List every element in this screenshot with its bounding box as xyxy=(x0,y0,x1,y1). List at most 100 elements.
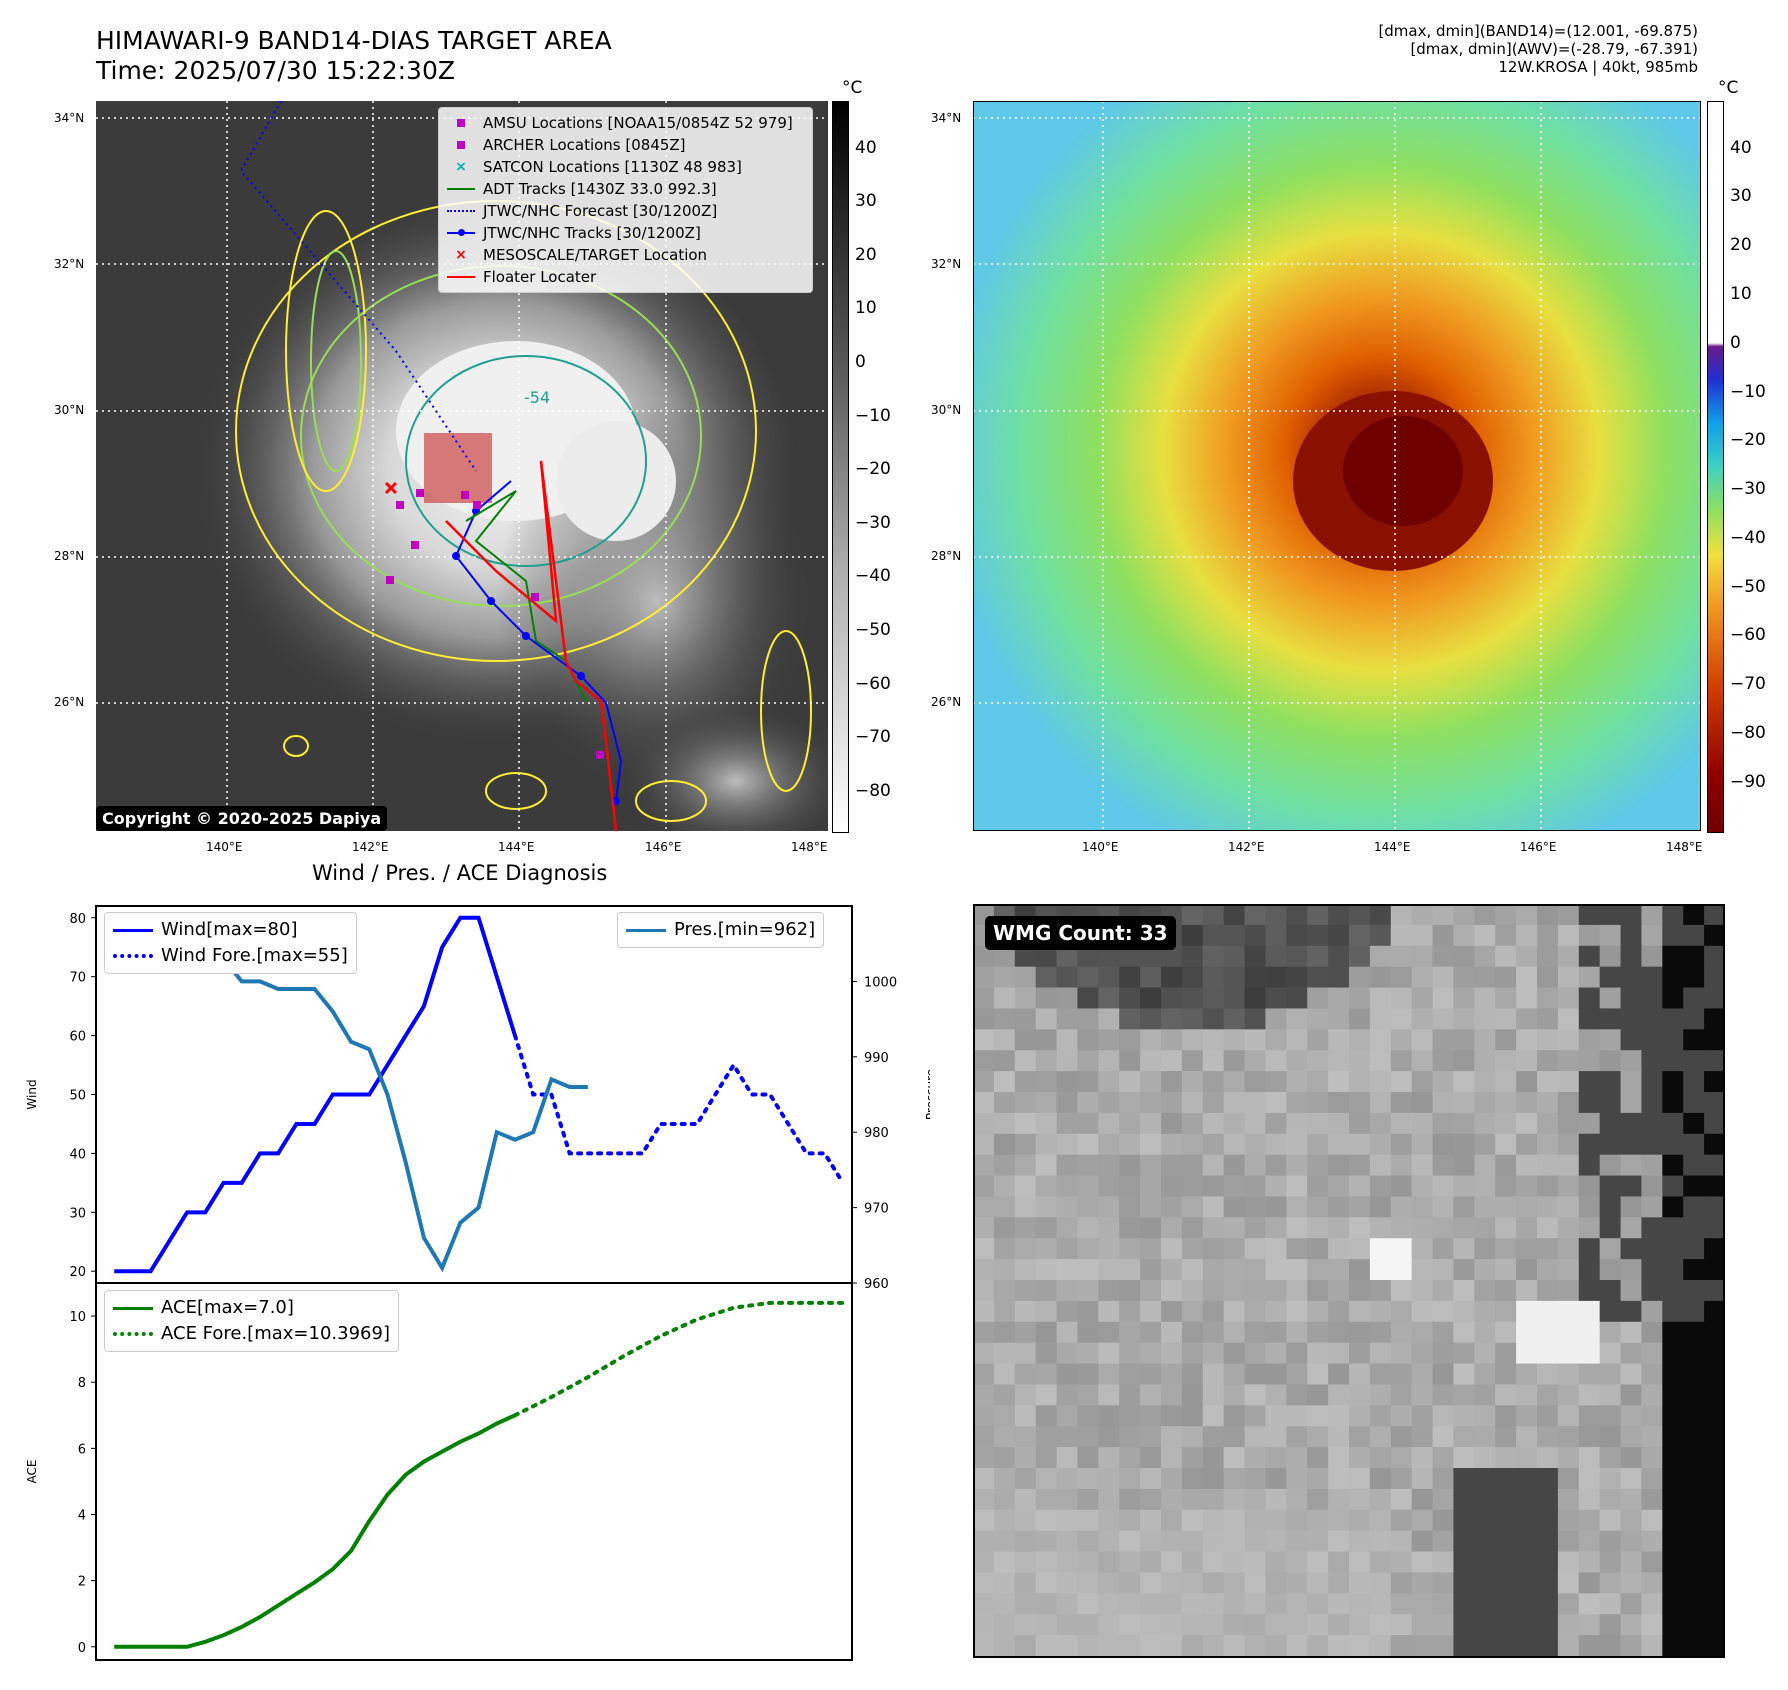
colorbar-tick: 30 xyxy=(855,191,877,212)
wind-ytick-label: 40 xyxy=(69,1147,86,1162)
legend-item-wind-fore: Wind Fore.[max=55] xyxy=(113,943,348,969)
lat-tick: 34°N xyxy=(54,111,85,125)
wind-ytick-label: 70 xyxy=(69,971,86,986)
legend-item-tracks: JTWC/NHC Tracks [30/1200Z] xyxy=(447,222,804,244)
colorbar-tick: 20 xyxy=(1730,235,1752,256)
colorbar-tick: −80 xyxy=(855,780,891,801)
colorbar-tick: 10 xyxy=(855,298,877,319)
wmg-count-badge: WMG Count: 33 xyxy=(985,916,1176,950)
lat-tick: 32°N xyxy=(54,257,85,271)
colorbar-tick: 0 xyxy=(1730,332,1741,353)
ace-ytick-label: 8 xyxy=(78,1376,86,1391)
lat-tick: 30°N xyxy=(931,403,962,417)
colorbar-tick: −50 xyxy=(1730,576,1766,597)
lon-tick: 146°E xyxy=(645,840,682,854)
storm-info: [dmax, dmin](BAND14)=(12.001, -69.875) [… xyxy=(1378,22,1698,76)
colorbar-tick: −90 xyxy=(1730,771,1766,792)
ace-axis-label: ACE xyxy=(25,1460,39,1484)
legend-item-archer: ARCHER Locations [0845Z] xyxy=(447,134,804,156)
colorbar-tick: −30 xyxy=(1730,479,1766,500)
title-line-1: HIMAWARI-9 BAND14-DIAS TARGET AREA xyxy=(96,26,612,55)
colorbar-tick: −60 xyxy=(1730,625,1766,646)
legend-swatch-line-icon xyxy=(447,182,475,196)
colorbar-tick: 40 xyxy=(1730,137,1752,158)
legend-swatch-x-icon: × xyxy=(455,247,467,263)
colorbar-tick: 30 xyxy=(1730,186,1752,207)
lat-tick: 34°N xyxy=(931,111,962,125)
copyright-badge: Copyright © 2020-2025 Dapiya xyxy=(96,806,388,831)
ace-legend: ACE[max=7.0] ACE Fore.[max=10.3969] xyxy=(104,1290,399,1352)
legend-item-floater: Floater Locater xyxy=(447,266,804,288)
colorbar-tick: 0 xyxy=(855,352,866,373)
wind-ytick-label: 80 xyxy=(69,912,86,927)
legend-item-satcon: × SATCON Locations [1130Z 48 983] xyxy=(447,156,804,178)
pres-ytick-label: 970 xyxy=(864,1202,889,1217)
lat-tick: 28°N xyxy=(54,549,85,563)
legend-swatch-square-icon xyxy=(447,138,475,152)
pres-ytick-label: 960 xyxy=(864,1277,889,1292)
wind-forecast-series-line xyxy=(512,1033,845,1185)
ace-ytick-label: 6 xyxy=(78,1442,86,1457)
lon-tick: 144°E xyxy=(498,840,535,854)
wind-legend: Wind[max=80] Wind Fore.[max=55] xyxy=(104,912,357,974)
colorbar-tick: −20 xyxy=(855,459,891,480)
colorbar-tick: −60 xyxy=(855,673,891,694)
contour-label: -54 xyxy=(524,388,550,407)
colorbar-tick: −40 xyxy=(1730,527,1766,548)
wind-axis-label: Wind xyxy=(25,1079,39,1109)
diagnosis-chart: 20 30 40 50 60 70 80 960 970 980 990 1000 0 2 4 6 8 10 Win… xyxy=(25,905,930,1661)
legend-line-icon xyxy=(113,928,153,932)
legend-item-ace-fore: ACE Fore.[max=10.3969] xyxy=(113,1321,390,1347)
colorbar-left-ticks: 40 30 20 10 0 −10 −20 −30 −40 −50 −60 −70 −80 xyxy=(855,101,895,831)
lon-tick: 142°E xyxy=(1228,840,1265,854)
info-line-1: [dmax, dmin](BAND14)=(12.001, -69.875) xyxy=(1378,22,1698,40)
colorbar-tick: −70 xyxy=(1730,674,1766,695)
wind-ytick-label: 20 xyxy=(69,1265,86,1280)
wind-ytick-label: 60 xyxy=(69,1030,86,1045)
legend-swatch-dotline-icon xyxy=(447,226,475,240)
legend-item-pres: Pres.[min=962] xyxy=(626,917,815,943)
pres-ytick-label: 990 xyxy=(864,1051,889,1066)
colorbar-tick: −30 xyxy=(855,512,891,533)
wind-ytick-label: 30 xyxy=(69,1206,86,1221)
colorbar-tick: −20 xyxy=(1730,430,1766,451)
ace-ytick-label: 2 xyxy=(78,1575,86,1590)
lat-tick: 26°N xyxy=(54,695,85,709)
legend-item-ace: ACE[max=7.0] xyxy=(113,1295,390,1321)
colorbar-tick: −10 xyxy=(1730,381,1766,402)
wmg-panel xyxy=(973,904,1725,1658)
colorbar-tick: −70 xyxy=(855,727,891,748)
colorbar-tick: 20 xyxy=(855,244,877,265)
lon-tick: 148°E xyxy=(791,840,828,854)
pressure-axis-label: Pressure xyxy=(924,1069,930,1120)
ace-forecast-series-line xyxy=(512,1300,845,1418)
pres-ytick-label: 980 xyxy=(864,1126,889,1141)
colorbar-unit: °C xyxy=(1718,78,1739,98)
pres-ytick-label: 1000 xyxy=(864,975,897,990)
legend-dotted-icon xyxy=(113,954,153,958)
legend-item-target: × MESOSCALE/TARGET Location xyxy=(447,244,804,266)
legend-line-icon xyxy=(113,1306,153,1310)
colorbar-tick: −40 xyxy=(855,566,891,587)
awv-map-right xyxy=(973,101,1701,831)
legend-swatch-square-icon xyxy=(447,116,475,130)
lat-tick: 32°N xyxy=(931,257,962,271)
lon-tick: 140°E xyxy=(206,840,243,854)
legend-swatch-dotted-icon xyxy=(447,204,475,218)
info-line-3: 12W.KROSA | 40kt, 985mb xyxy=(1498,58,1698,76)
colorbar-tick: 10 xyxy=(1730,284,1752,304)
ace-ytick-label: 0 xyxy=(78,1641,86,1656)
figure-title: HIMAWARI-9 BAND14-DIAS TARGET AREA Time:… xyxy=(96,26,612,86)
legend-item-forecast: JTWC/NHC Forecast [30/1200Z] xyxy=(447,200,804,222)
lat-tick: 28°N xyxy=(931,549,962,563)
colorbar-tick: −10 xyxy=(855,405,891,426)
ace-ytick-label: 10 xyxy=(69,1310,86,1325)
legend-item-amsu: AMSU Locations [NOAA15/0854Z 52 979] xyxy=(447,112,804,134)
colorbar-right-ticks: 40 30 20 10 0 −10 −20 −30 −40 −50 −60 −70 −80 −90 xyxy=(1730,101,1770,831)
lon-tick: 144°E xyxy=(1374,840,1411,854)
lon-tick: 148°E xyxy=(1666,840,1703,854)
map-legend: AMSU Locations [NOAA15/0854Z 52 979] ARC… xyxy=(438,107,813,293)
colorbar-tick: −80 xyxy=(1730,722,1766,743)
ace-plot-frame xyxy=(95,1282,853,1661)
colorbar-tick: −50 xyxy=(855,619,891,640)
